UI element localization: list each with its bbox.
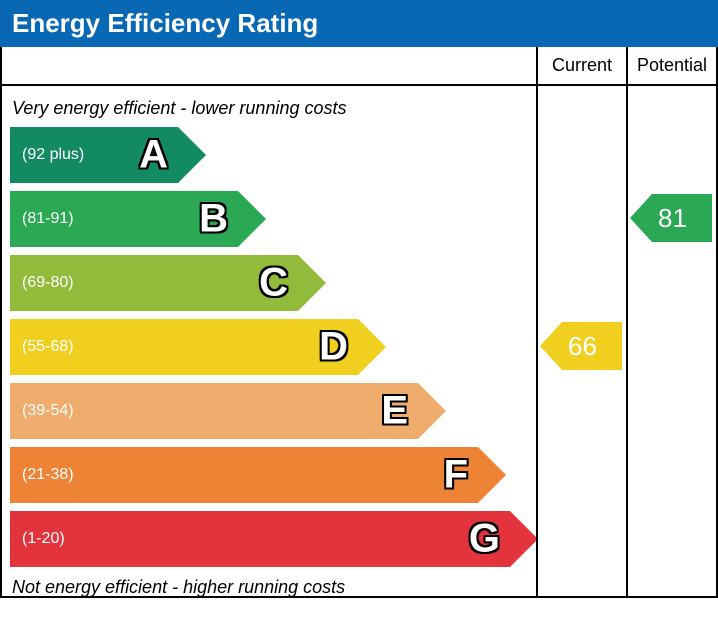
header-spacer bbox=[2, 47, 536, 84]
potential-column: 81 bbox=[626, 86, 716, 596]
band-arrow bbox=[510, 511, 538, 567]
band-bar: (1-20) G bbox=[10, 511, 510, 567]
header-row: Current Potential bbox=[2, 47, 716, 86]
epc-chart: Energy Efficiency Rating Current Potenti… bbox=[0, 0, 718, 619]
band-letter: F bbox=[444, 453, 468, 498]
band-range: (92 plus) bbox=[22, 146, 84, 164]
band-arrow bbox=[178, 127, 206, 183]
band-a: (92 plus) A bbox=[10, 127, 536, 183]
chart-title: Energy Efficiency Rating bbox=[0, 0, 718, 47]
band-bar: (92 plus) A bbox=[10, 127, 178, 183]
band-letter: C bbox=[259, 261, 288, 306]
band-letter: E bbox=[381, 389, 408, 434]
band-e: (39-54) E bbox=[10, 383, 536, 439]
band-c: (69-80) C bbox=[10, 255, 536, 311]
band-range: (39-54) bbox=[22, 402, 74, 420]
band-bar: (21-38) F bbox=[10, 447, 478, 503]
band-range: (55-68) bbox=[22, 338, 74, 356]
band-bar: (55-68) D bbox=[10, 319, 358, 375]
body-row: Very energy efficient - lower running co… bbox=[2, 86, 716, 596]
bands-column: Very energy efficient - lower running co… bbox=[2, 86, 536, 596]
caption-bottom: Not energy efficient - higher running co… bbox=[2, 575, 536, 600]
band-letter: D bbox=[319, 325, 348, 370]
rating-arrow-icon bbox=[540, 322, 562, 370]
band-letter: G bbox=[469, 517, 500, 562]
bands-container: (92 plus) A (81-91) B (69-80) C (55-68) D (39-54… bbox=[2, 127, 536, 567]
current-column: 66 bbox=[536, 86, 626, 596]
chart-body: Current Potential Very energy efficient … bbox=[0, 47, 718, 598]
band-bar: (39-54) E bbox=[10, 383, 418, 439]
band-letter: B bbox=[199, 197, 228, 242]
band-arrow bbox=[298, 255, 326, 311]
current-rating-badge: 66 bbox=[562, 322, 622, 370]
band-b: (81-91) B bbox=[10, 191, 536, 247]
band-arrow bbox=[238, 191, 266, 247]
header-current: Current bbox=[536, 47, 626, 84]
band-letter: A bbox=[139, 133, 168, 178]
band-arrow bbox=[358, 319, 386, 375]
band-arrow bbox=[418, 383, 446, 439]
band-range: (69-80) bbox=[22, 274, 74, 292]
band-bar: (81-91) B bbox=[10, 191, 238, 247]
band-f: (21-38) F bbox=[10, 447, 536, 503]
band-arrow bbox=[478, 447, 506, 503]
rating-value: 81 bbox=[658, 203, 687, 234]
band-g: (1-20) G bbox=[10, 511, 536, 567]
band-d: (55-68) D bbox=[10, 319, 536, 375]
rating-value: 66 bbox=[568, 331, 597, 362]
band-range: (81-91) bbox=[22, 210, 74, 228]
caption-top: Very energy efficient - lower running co… bbox=[2, 96, 536, 121]
band-bar: (69-80) C bbox=[10, 255, 298, 311]
header-potential: Potential bbox=[626, 47, 716, 84]
rating-arrow-icon bbox=[630, 194, 652, 242]
band-range: (1-20) bbox=[22, 530, 65, 548]
potential-rating-badge: 81 bbox=[652, 194, 712, 242]
band-range: (21-38) bbox=[22, 466, 74, 484]
